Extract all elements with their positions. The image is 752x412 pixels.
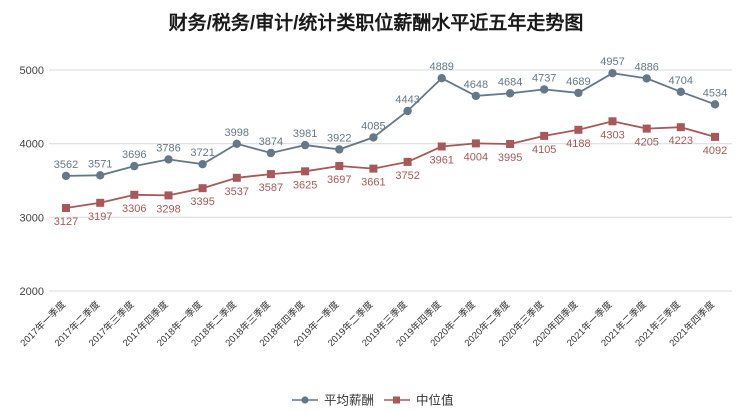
- svg-text:4223: 4223: [669, 135, 693, 147]
- svg-text:3981: 3981: [293, 128, 317, 140]
- svg-text:3697: 3697: [327, 174, 351, 186]
- svg-text:4648: 4648: [464, 79, 488, 91]
- svg-text:4000: 4000: [20, 139, 44, 151]
- svg-text:4105: 4105: [532, 144, 556, 156]
- svg-text:5000: 5000: [20, 65, 44, 77]
- svg-text:3721: 3721: [190, 147, 214, 159]
- svg-text:4085: 4085: [361, 120, 385, 132]
- svg-text:3571: 3571: [88, 158, 112, 170]
- svg-text:4004: 4004: [464, 151, 488, 163]
- svg-text:3696: 3696: [122, 149, 146, 161]
- svg-text:3000: 3000: [20, 212, 44, 224]
- svg-text:4684: 4684: [498, 76, 522, 88]
- svg-text:4886: 4886: [634, 61, 658, 73]
- svg-text:平均薪酬: 平均薪酬: [324, 394, 374, 408]
- svg-text:3197: 3197: [88, 211, 112, 223]
- svg-text:2000: 2000: [20, 286, 44, 298]
- svg-text:3874: 3874: [259, 136, 283, 148]
- svg-text:3395: 3395: [190, 196, 214, 208]
- svg-text:3298: 3298: [156, 203, 180, 215]
- svg-text:3786: 3786: [156, 142, 180, 154]
- svg-text:3995: 3995: [498, 152, 522, 164]
- svg-text:3661: 3661: [361, 177, 385, 189]
- svg-text:3127: 3127: [54, 216, 78, 228]
- svg-text:4534: 4534: [703, 87, 727, 99]
- svg-text:4188: 4188: [566, 138, 590, 150]
- svg-text:4957: 4957: [600, 56, 624, 68]
- svg-text:3752: 3752: [395, 170, 419, 182]
- svg-text:4205: 4205: [634, 137, 658, 149]
- svg-text:中位值: 中位值: [416, 393, 454, 408]
- svg-text:4689: 4689: [566, 76, 590, 88]
- svg-text:4737: 4737: [532, 72, 556, 84]
- svg-text:3306: 3306: [122, 203, 146, 215]
- svg-text:4092: 4092: [703, 145, 727, 157]
- svg-text:4443: 4443: [395, 94, 419, 106]
- svg-text:3562: 3562: [54, 159, 78, 171]
- svg-text:3922: 3922: [327, 132, 351, 144]
- svg-text:3625: 3625: [293, 179, 317, 191]
- svg-text:4889: 4889: [429, 61, 453, 73]
- svg-text:3537: 3537: [225, 186, 249, 198]
- svg-text:3587: 3587: [259, 182, 283, 194]
- svg-text:3998: 3998: [225, 127, 249, 139]
- svg-text:4704: 4704: [669, 75, 693, 87]
- svg-text:3961: 3961: [429, 155, 453, 167]
- svg-text:4303: 4303: [600, 129, 624, 141]
